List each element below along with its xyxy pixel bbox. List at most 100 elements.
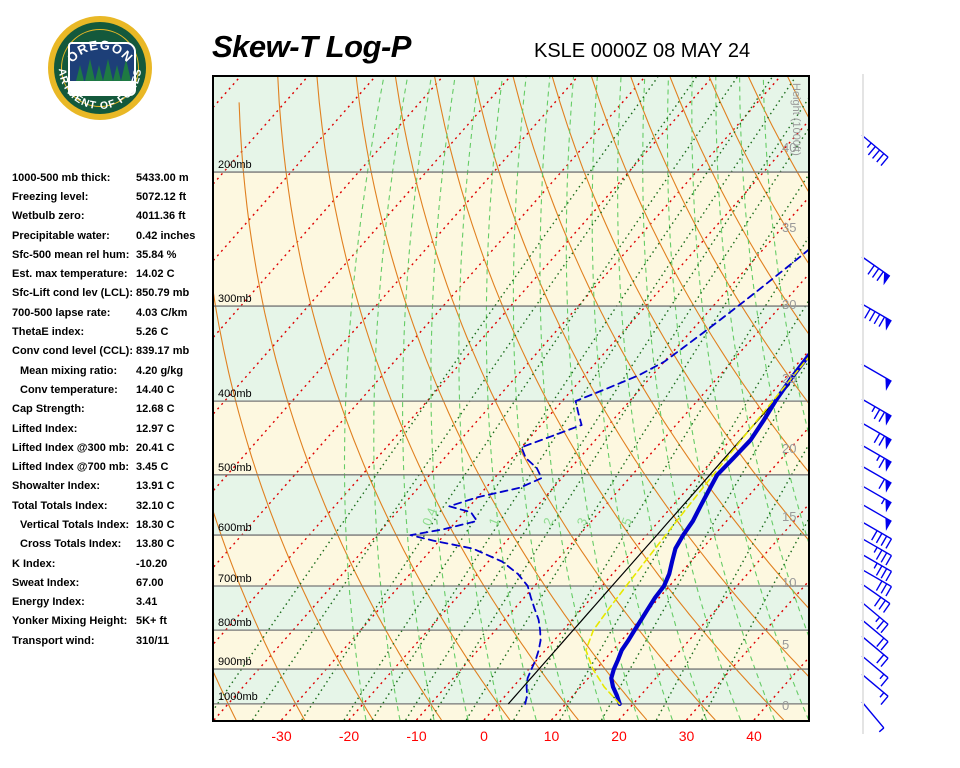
wind-barb-tick	[879, 673, 885, 680]
parcel-reference-line	[507, 383, 791, 705]
wind-barb-tick	[885, 586, 893, 597]
stat-label: K Index:	[12, 557, 56, 570]
wind-barb-staff	[861, 398, 892, 417]
stat-label: 1000-500 mb thick:	[12, 171, 111, 184]
wind-barb-tick	[873, 313, 881, 325]
mixing-ratio-label: 0.4	[419, 505, 440, 527]
wind-barb-tick	[880, 623, 889, 634]
height-tick-label: 20	[782, 441, 797, 457]
stat-value: 310/11	[136, 634, 170, 647]
wind-barb-tick	[880, 583, 888, 594]
stat-label: Sfc-Lift cond lev (LCL):	[12, 287, 133, 300]
stat-row: Vertical Totals Index: 18.30 C	[12, 515, 208, 534]
temperature-tick-label: 40	[746, 728, 762, 744]
wind-barb-tick	[878, 727, 885, 733]
stat-row: Yonker Mixing Height: 5K+ ft	[12, 612, 208, 631]
height-tick-label: 40	[782, 139, 797, 155]
wind-barb-tick	[876, 153, 885, 163]
stat-value: 35.84 %	[136, 248, 177, 261]
stat-row: K Index: -10.20	[12, 554, 208, 573]
wind-barb-panel	[815, 60, 960, 740]
stat-label: Vertical Totals Index:	[20, 518, 130, 531]
wind-barb-staff	[861, 583, 891, 605]
pressure-tick-label: 1000mb	[218, 690, 258, 703]
wind-barb-tick	[878, 316, 886, 327]
skewt-plot: 0.4 1 2 3 5	[212, 75, 810, 722]
wind-barb-flag	[885, 499, 892, 513]
wind-barb-tick	[880, 535, 888, 547]
stat-row: Wetbulb zero: 4011.36 ft	[12, 207, 208, 226]
stat-row: Mean mixing ratio: 4.20 g/kg	[12, 361, 208, 380]
wind-barb-flag	[885, 412, 892, 426]
pressure-tick-label: 400mb	[218, 388, 252, 401]
sounding-indices-panel: 1000-500 mb thick: 5433.00 m Freezing leve…	[12, 168, 208, 650]
wind-barb-flag	[885, 517, 892, 531]
pressure-band	[214, 669, 808, 704]
wind-barb-tick	[871, 406, 876, 413]
stat-label: Est. max temperature:	[12, 268, 128, 281]
height-axis-title: Height (1000ft)	[790, 83, 802, 156]
wind-barb-staff	[861, 363, 892, 382]
temperature-tick-label: 20	[611, 728, 627, 744]
series-temperature-line	[609, 352, 808, 707]
stat-label: Conv temperature:	[20, 383, 118, 396]
wind-barb-flag	[885, 436, 892, 450]
wind-barb-staff	[861, 303, 892, 322]
pressure-tick-label: 700mb	[218, 573, 252, 586]
wind-barb-tick	[885, 571, 893, 582]
wind-barb-tick	[876, 455, 881, 462]
pressure-band	[214, 703, 808, 720]
logo-sky	[70, 44, 134, 63]
pressure-band	[214, 535, 808, 587]
stat-row: 1000-500 mb thick: 5433.00 m	[12, 168, 208, 187]
wind-barb-tick	[866, 142, 872, 149]
stat-row: Sfc-Lift cond lev (LCL): 850.79 mb	[12, 284, 208, 303]
stat-label: Wetbulb zero:	[12, 210, 85, 223]
wind-barb-tick	[876, 637, 885, 647]
stat-value: 5K+ ft	[136, 615, 167, 628]
stat-value: 5433.00 m	[136, 171, 189, 184]
wind-barb-tick	[878, 478, 886, 490]
wind-barb-flag	[883, 272, 890, 286]
stat-label: Conv cond level (CCL):	[12, 345, 134, 358]
stat-value: 839.17 mb	[136, 345, 190, 358]
stat-row: ThetaE index: 5.26 C	[12, 322, 208, 341]
oregon-dept-forestry-logo: OREGON DEPARTMENT OF FORESTRY	[48, 16, 152, 120]
logo-text-department: DEPARTMENT OF FORESTRY	[48, 16, 143, 112]
wind-barb-staff	[861, 537, 892, 557]
wind-barb-tick	[871, 268, 880, 278]
stat-value: 3.41	[136, 596, 158, 609]
wind-barb-tick	[876, 654, 885, 664]
wind-barb-tick	[868, 311, 876, 322]
stat-value: 5.26 C	[136, 326, 169, 339]
temperature-tick-label: 10	[543, 728, 560, 744]
wind-barb-staff	[861, 619, 889, 643]
stat-value: 67.00	[136, 576, 164, 589]
stat-label: Total Totals Index:	[12, 499, 108, 512]
logo-ground	[70, 81, 134, 94]
stat-value: 0.42 inches	[136, 229, 196, 242]
wind-barb-tick	[873, 562, 878, 569]
stat-value: 13.91 C	[136, 480, 175, 493]
stat-label: Lifted Index @700 mb:	[12, 461, 130, 474]
stat-value: 4.20 g/kg	[136, 364, 184, 377]
wind-barb-tick	[880, 695, 889, 706]
wind-staff-line	[862, 74, 864, 734]
stat-row: Sfc-500 mean rel hum: 35.84 %	[12, 245, 208, 264]
dry-adiabat-line	[238, 102, 442, 720]
stat-row: Conv temperature: 14.40 C	[12, 380, 208, 399]
stat-label: Cap Strength:	[12, 403, 85, 416]
height-tick-label: 10	[782, 574, 797, 590]
series-parcel-line	[585, 356, 808, 705]
wind-barb-flag	[885, 458, 892, 472]
stat-label: Yonker Mixing Height:	[12, 615, 128, 628]
temperature-tick-label: -10	[406, 728, 427, 744]
stat-row: Cap Strength: 12.68 C	[12, 400, 208, 419]
pressure-tick-label: 900mb	[218, 656, 252, 669]
wind-barb-tick	[876, 271, 884, 282]
wind-barb-tick	[873, 409, 881, 420]
stat-label: Energy Index:	[12, 596, 85, 609]
wind-barb-tick	[875, 580, 883, 591]
height-tick-label: 25	[782, 370, 797, 386]
dry-adiabat-line	[214, 671, 237, 720]
